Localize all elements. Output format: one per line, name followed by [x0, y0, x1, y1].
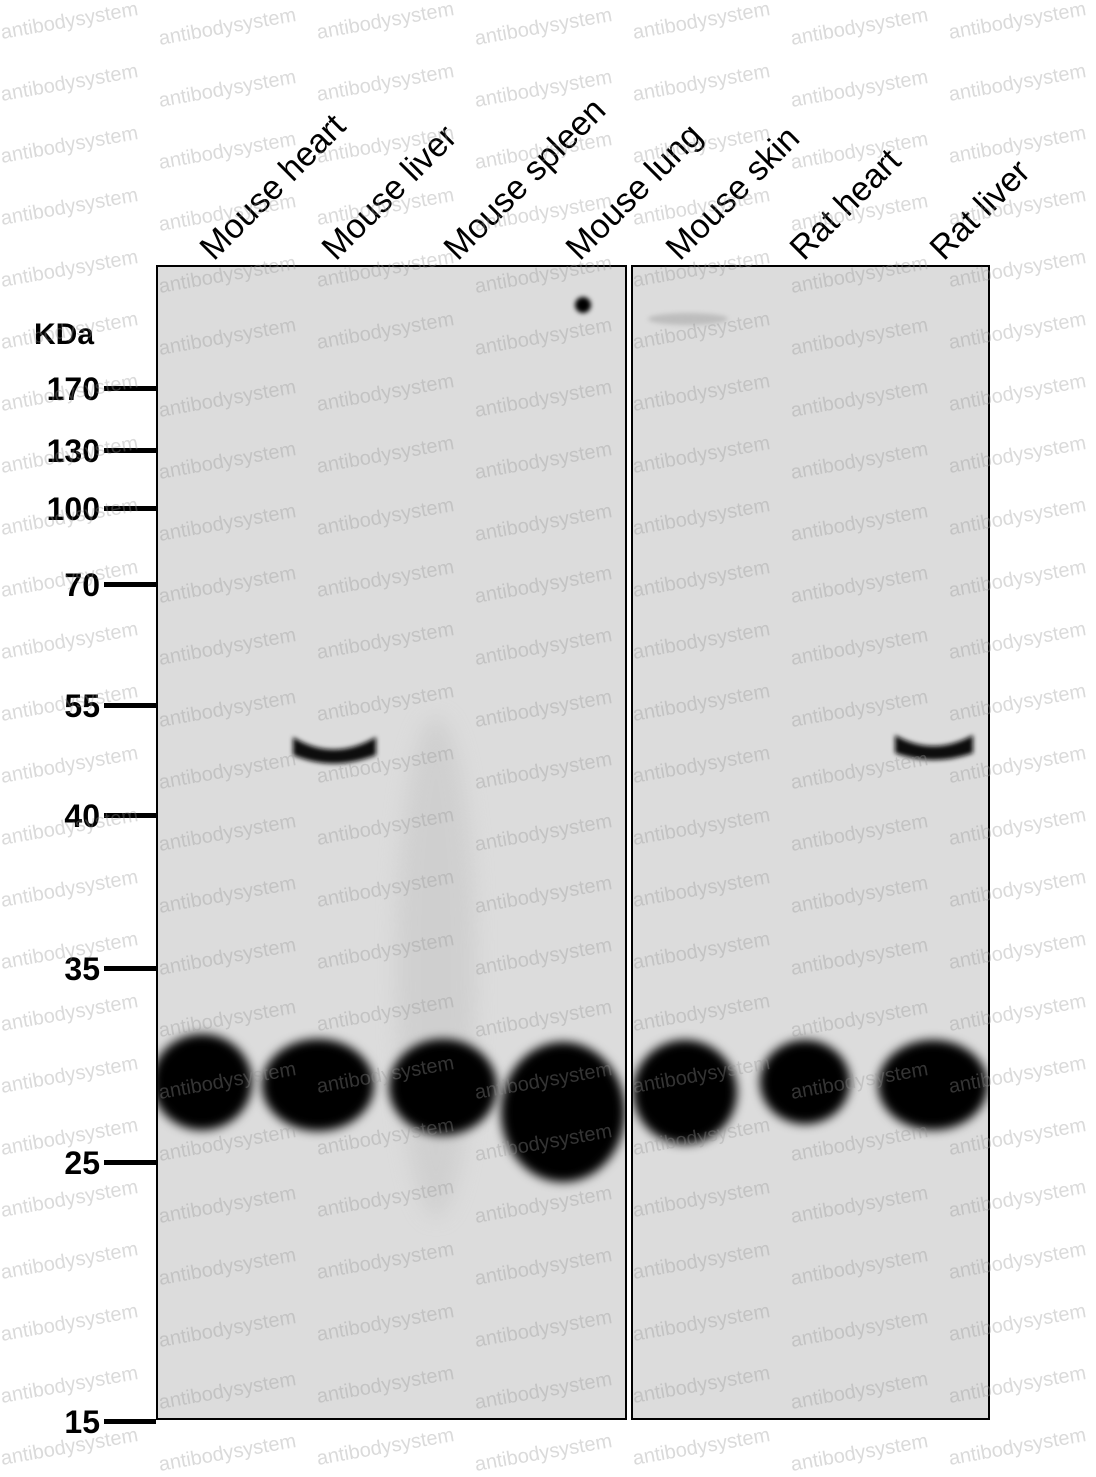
watermark-text: antibodysystem — [0, 866, 140, 912]
watermark-text: antibodysystem — [473, 4, 614, 50]
blot-image-left — [158, 267, 625, 1418]
watermark-text: antibodysystem — [947, 1424, 1088, 1470]
watermark-text: antibodysystem — [0, 990, 140, 1036]
watermark-text: antibodysystem — [631, 1424, 772, 1470]
marker-label-100: 100 — [46, 491, 100, 527]
watermark-text: antibodysystem — [631, 60, 772, 106]
watermark-text: antibodysystem — [0, 1362, 140, 1408]
dust-speck — [575, 297, 591, 313]
watermark-text: antibodysystem — [157, 4, 298, 50]
marker-label-55: 55 — [64, 688, 100, 724]
marker-tick-100 — [104, 506, 156, 511]
watermark-text: antibodysystem — [789, 4, 930, 50]
band-mouse-liver-29 — [262, 1039, 374, 1131]
marker-label-170: 170 — [46, 371, 100, 407]
marker-label-70: 70 — [64, 567, 100, 603]
marker-label-25: 25 — [64, 1145, 100, 1181]
band-rat-liver-50 — [895, 735, 973, 760]
band-mouse-liver-50 — [293, 737, 376, 764]
blot-image-right — [633, 267, 988, 1418]
marker-tick-15 — [104, 1419, 156, 1424]
blot-panel-right — [631, 265, 990, 1420]
marker-label-130: 130 — [46, 433, 100, 469]
watermark-text: antibodysystem — [0, 1300, 140, 1346]
marker-tick-55 — [104, 703, 156, 708]
watermark-text: antibodysystem — [0, 618, 140, 664]
band-mouse-spleen-29 — [389, 1039, 497, 1135]
watermark-text: antibodysystem — [631, 0, 772, 44]
marker-label-40: 40 — [64, 798, 100, 834]
watermark-text: antibodysystem — [157, 1430, 298, 1476]
watermark-text: antibodysystem — [789, 1430, 930, 1476]
blot-panel-left — [156, 265, 627, 1420]
watermark-text: antibodysystem — [947, 0, 1088, 44]
band-mouse-heart-29 — [158, 1034, 252, 1130]
band-mouse-skin-29 — [633, 1040, 737, 1144]
lane-label-rat-liver: Rat liver — [922, 152, 1038, 268]
watermark-text: antibodysystem — [0, 0, 140, 44]
watermark-text: antibodysystem — [0, 742, 140, 788]
watermark-text: antibodysystem — [789, 66, 930, 112]
marker-label-35: 35 — [64, 951, 100, 987]
watermark-text: antibodysystem — [0, 60, 140, 106]
marker-tick-170 — [104, 386, 156, 391]
watermark-text: antibodysystem — [0, 1052, 140, 1098]
lane-label-rat-heart: Rat heart — [782, 141, 909, 268]
watermark-text: antibodysystem — [0, 1238, 140, 1284]
watermark-text: antibodysystem — [157, 66, 298, 112]
marker-tick-130 — [104, 448, 156, 453]
marker-tick-40 — [104, 813, 156, 818]
band-rat-liver-29 — [878, 1040, 988, 1130]
band-mouse-lung-29 — [501, 1042, 625, 1182]
marker-tick-35 — [104, 966, 156, 971]
watermark-text: antibodysystem — [0, 122, 140, 168]
marker-tick-70 — [104, 582, 156, 587]
watermark-text: antibodysystem — [473, 1430, 614, 1476]
watermark-text: antibodysystem — [0, 246, 140, 292]
watermark-text: antibodysystem — [0, 1176, 140, 1222]
marker-tick-25 — [104, 1160, 156, 1165]
marker-label-15: 15 — [64, 1404, 100, 1440]
smear-spleen — [396, 717, 476, 1217]
unit-label: KDa — [34, 318, 95, 351]
watermark-text: antibodysystem — [315, 60, 456, 106]
watermark-text: antibodysystem — [0, 184, 140, 230]
band-rat-heart-29 — [760, 1040, 850, 1124]
watermark-text: antibodysystem — [315, 1424, 456, 1470]
watermark-text: antibodysystem — [947, 60, 1088, 106]
smudge-top — [648, 313, 728, 325]
watermark-text: antibodysystem — [315, 0, 456, 44]
